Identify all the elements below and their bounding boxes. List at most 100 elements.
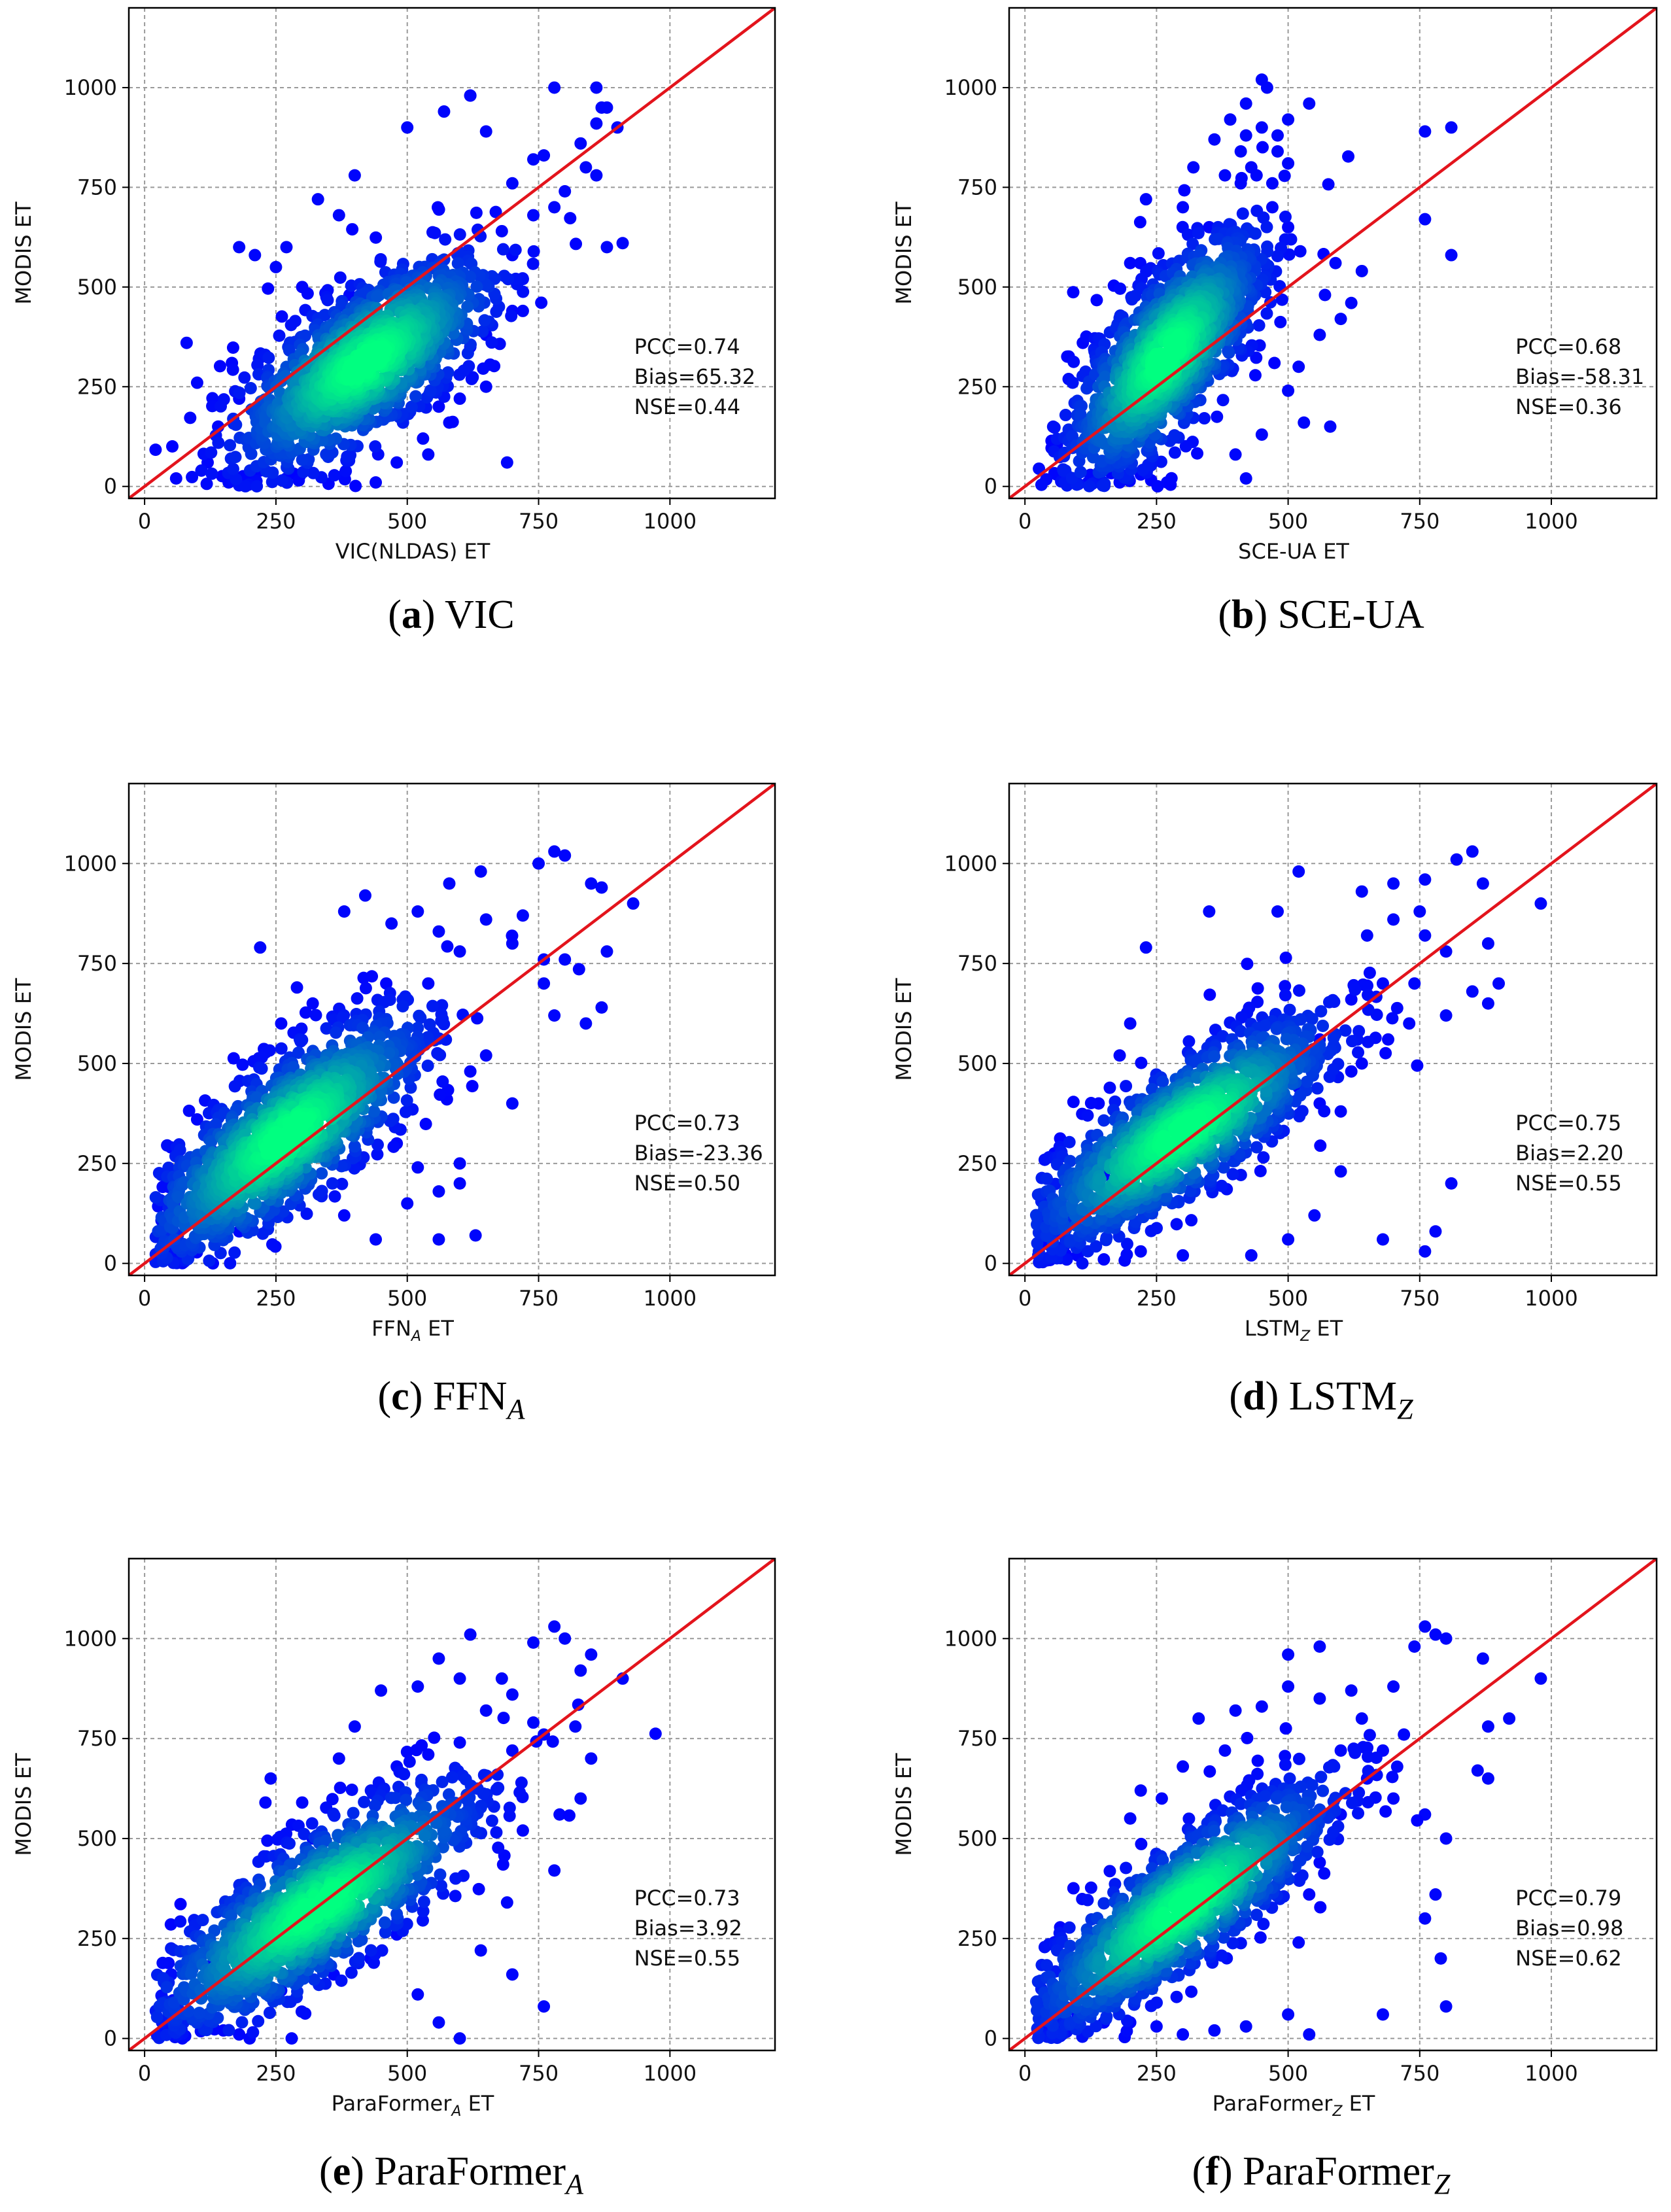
data-point bbox=[1099, 370, 1112, 383]
data-point bbox=[190, 376, 203, 389]
data-point bbox=[1379, 1046, 1392, 1060]
data-point bbox=[1279, 211, 1292, 224]
data-point bbox=[371, 1138, 384, 1151]
data-point bbox=[290, 981, 303, 994]
data-point bbox=[229, 451, 242, 464]
data-point bbox=[538, 977, 551, 990]
data-point bbox=[200, 477, 213, 491]
data-point bbox=[1074, 466, 1087, 479]
data-point bbox=[1031, 1237, 1044, 1250]
data-point bbox=[1129, 289, 1142, 302]
data-point bbox=[453, 228, 466, 241]
data-point bbox=[446, 415, 459, 428]
data-point bbox=[1268, 356, 1281, 370]
data-point bbox=[411, 1022, 424, 1035]
data-point bbox=[1279, 989, 1292, 1002]
data-point bbox=[434, 1088, 447, 1101]
data-point bbox=[182, 1104, 196, 1117]
data-point bbox=[328, 1190, 341, 1203]
data-point bbox=[1292, 984, 1305, 997]
data-point bbox=[1094, 1173, 1107, 1186]
data-point bbox=[215, 400, 228, 413]
y-tick-label: 500 bbox=[77, 275, 117, 300]
data-point bbox=[548, 81, 561, 94]
data-point bbox=[346, 223, 359, 236]
y-tick-label: 1000 bbox=[944, 75, 997, 100]
data-point bbox=[1413, 905, 1426, 918]
data-point bbox=[1257, 211, 1270, 224]
x-axis-label-main: VIC(NLDAS) ET bbox=[336, 539, 491, 564]
data-point bbox=[1345, 296, 1358, 309]
data-point bbox=[595, 1001, 608, 1014]
x-tick-label: 750 bbox=[1400, 509, 1439, 534]
data-point bbox=[1177, 201, 1190, 214]
data-point bbox=[1251, 982, 1264, 995]
data-point bbox=[277, 1205, 290, 1218]
data-point bbox=[1339, 1024, 1352, 1037]
data-point bbox=[373, 1030, 387, 1043]
data-point bbox=[247, 1196, 260, 1209]
data-point bbox=[370, 1233, 383, 1246]
data-point bbox=[149, 1191, 162, 1204]
data-point bbox=[255, 1062, 268, 1075]
data-point bbox=[1481, 937, 1494, 950]
data-point bbox=[401, 1197, 414, 1210]
data-point bbox=[332, 209, 345, 222]
data-point bbox=[590, 117, 603, 130]
data-point bbox=[1208, 133, 1221, 146]
data-point bbox=[1260, 1084, 1273, 1097]
data-point bbox=[548, 1009, 561, 1022]
data-point bbox=[203, 1254, 216, 1268]
data-point bbox=[579, 161, 593, 174]
caption-sub: A bbox=[506, 1393, 526, 1425]
data-point bbox=[1345, 993, 1358, 1006]
data-point bbox=[600, 945, 613, 958]
data-point bbox=[464, 1065, 477, 1078]
data-point bbox=[380, 977, 393, 990]
data-point bbox=[535, 296, 548, 309]
data-point bbox=[1076, 1257, 1089, 1270]
data-point bbox=[423, 1018, 436, 1031]
x-tick-label: 1000 bbox=[644, 509, 697, 534]
data-point bbox=[401, 121, 414, 134]
data-point bbox=[1063, 1135, 1076, 1149]
data-point bbox=[262, 351, 275, 364]
data-point bbox=[414, 1011, 427, 1024]
x-axis-label-tail: ET bbox=[421, 1316, 454, 1341]
data-point bbox=[298, 329, 311, 342]
data-point bbox=[516, 909, 529, 922]
data-point bbox=[516, 304, 529, 317]
data-point bbox=[1275, 293, 1288, 306]
x-tick-label: 1000 bbox=[644, 1286, 697, 1311]
data-point bbox=[495, 224, 508, 237]
x-tick-label: 1000 bbox=[1525, 509, 1577, 534]
data-point bbox=[238, 371, 251, 384]
data-point bbox=[334, 271, 347, 284]
data-point bbox=[1239, 129, 1252, 142]
data-point bbox=[1048, 421, 1061, 434]
data-point bbox=[574, 137, 587, 150]
data-point bbox=[1066, 376, 1079, 389]
data-point bbox=[1411, 1059, 1424, 1072]
data-point bbox=[205, 467, 218, 480]
data-point bbox=[1151, 480, 1164, 493]
data-point bbox=[1327, 1031, 1340, 1045]
data-point bbox=[1114, 282, 1127, 295]
x-tick-label: 0 bbox=[138, 509, 151, 534]
data-point bbox=[466, 1080, 479, 1093]
data-point bbox=[1271, 145, 1284, 158]
data-point bbox=[1283, 1003, 1296, 1016]
x-tick-label: 250 bbox=[256, 509, 296, 534]
data-point bbox=[1135, 1056, 1148, 1069]
plot-frame bbox=[1008, 7, 1658, 500]
data-point bbox=[498, 269, 511, 283]
data-point bbox=[1271, 129, 1284, 142]
data-point bbox=[339, 464, 353, 477]
data-point bbox=[1146, 1082, 1159, 1096]
data-point bbox=[212, 436, 225, 449]
data-point bbox=[1067, 355, 1080, 368]
data-point bbox=[226, 363, 239, 376]
data-point bbox=[1298, 416, 1311, 429]
data-point bbox=[156, 1181, 169, 1194]
